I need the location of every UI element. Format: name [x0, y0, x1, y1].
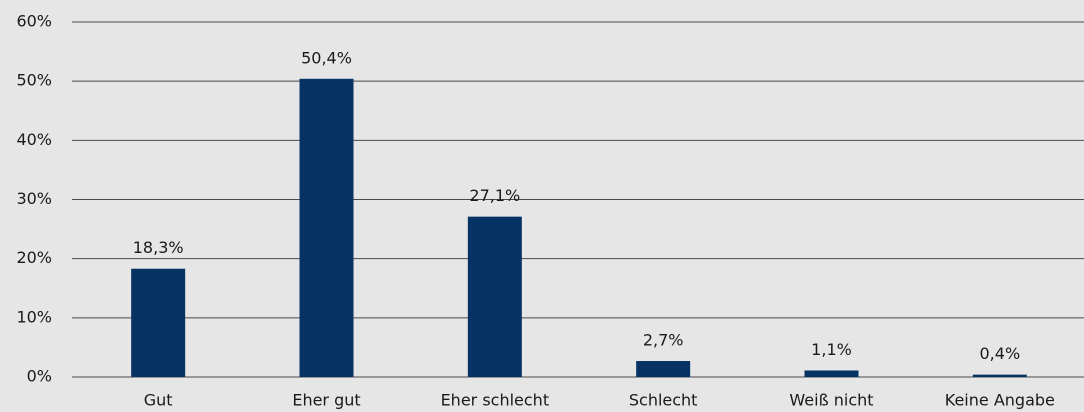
y-tick-label: 30%: [16, 189, 52, 208]
value-label: 1,1%: [811, 340, 852, 359]
bar: [131, 268, 186, 377]
value-label: 2,7%: [643, 331, 684, 350]
y-tick-label: 60%: [16, 12, 52, 31]
bar: [636, 361, 691, 377]
y-tick-label: 40%: [16, 130, 52, 149]
bar: [804, 370, 859, 377]
y-tick-label: 50%: [16, 71, 52, 90]
y-tick-label: 20%: [16, 248, 52, 267]
x-tick-label: Schlecht: [629, 391, 698, 410]
x-tick-label: Eher gut: [292, 391, 360, 410]
value-label: 18,3%: [133, 238, 184, 257]
bar: [467, 216, 522, 377]
value-label: 50,4%: [301, 48, 352, 67]
y-tick-label: 10%: [16, 307, 52, 326]
y-tick-label: 0%: [27, 367, 52, 386]
x-tick-label: Keine Angabe: [945, 391, 1055, 410]
value-label: 0,4%: [980, 344, 1021, 363]
value-label: 27,1%: [469, 186, 520, 205]
x-tick-label: Weiß nicht: [789, 391, 873, 410]
bar: [299, 78, 354, 378]
x-tick-label: Eher schlecht: [441, 391, 550, 410]
x-tick-label: Gut: [144, 391, 173, 410]
bar: [972, 374, 1027, 377]
